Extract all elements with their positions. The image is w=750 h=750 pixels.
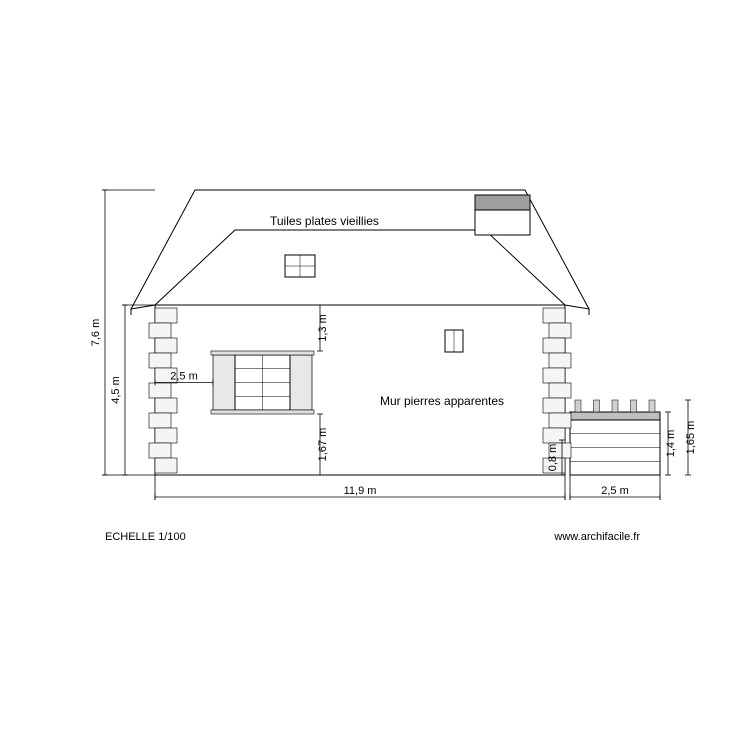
window-lintel [211,351,314,355]
quoin-stone [149,413,171,428]
quoin-stone [155,458,177,473]
quoin-stone [543,398,565,413]
quoin-stone [549,383,571,398]
quoin-stone [149,323,171,338]
quoin-stone [149,353,171,368]
railing-post [612,400,618,412]
quoin-stone [543,338,565,353]
quoin-stone [549,413,571,428]
dim-label: 2,5 m [601,485,629,497]
chimney-cap [475,195,530,210]
dim-label: 1,65 m [685,421,697,455]
shutter-left [213,355,235,410]
quoin-stone [549,353,571,368]
dim-label: 2,5 m [170,371,198,383]
quoin-stone [149,383,171,398]
quoin-stone [543,308,565,323]
railing-post [631,400,637,412]
scale-label: ECHELLE 1/100 [105,531,186,543]
quoin-stone [155,308,177,323]
quoin-stone [155,398,177,413]
dim-label: 0,8 m [547,444,559,472]
dim-label: 1,67 m [317,428,329,462]
quoin-stone [149,443,171,458]
dim-label: 1,3 m [317,314,329,342]
quoin-stone [543,368,565,383]
railing-post [575,400,581,412]
dim-label: 1,4 m [665,430,677,458]
quoin-stone [155,338,177,353]
dim-label: 4,5 m [110,376,122,404]
quoin-stone [155,428,177,443]
wall-label: Mur pierres apparentes [380,394,504,408]
railing-post [649,400,655,412]
roof-label: Tuiles plates vieillies [270,214,379,228]
extension-cap [570,412,660,420]
dim-label: 7,6 m [90,319,102,347]
railing-post [594,400,600,412]
quoin-stone [549,323,571,338]
watermark: www.archifacile.fr [553,531,640,543]
shutter-right [290,355,312,410]
window-sill [211,410,314,414]
dim-label: 11,9 m [344,485,377,497]
